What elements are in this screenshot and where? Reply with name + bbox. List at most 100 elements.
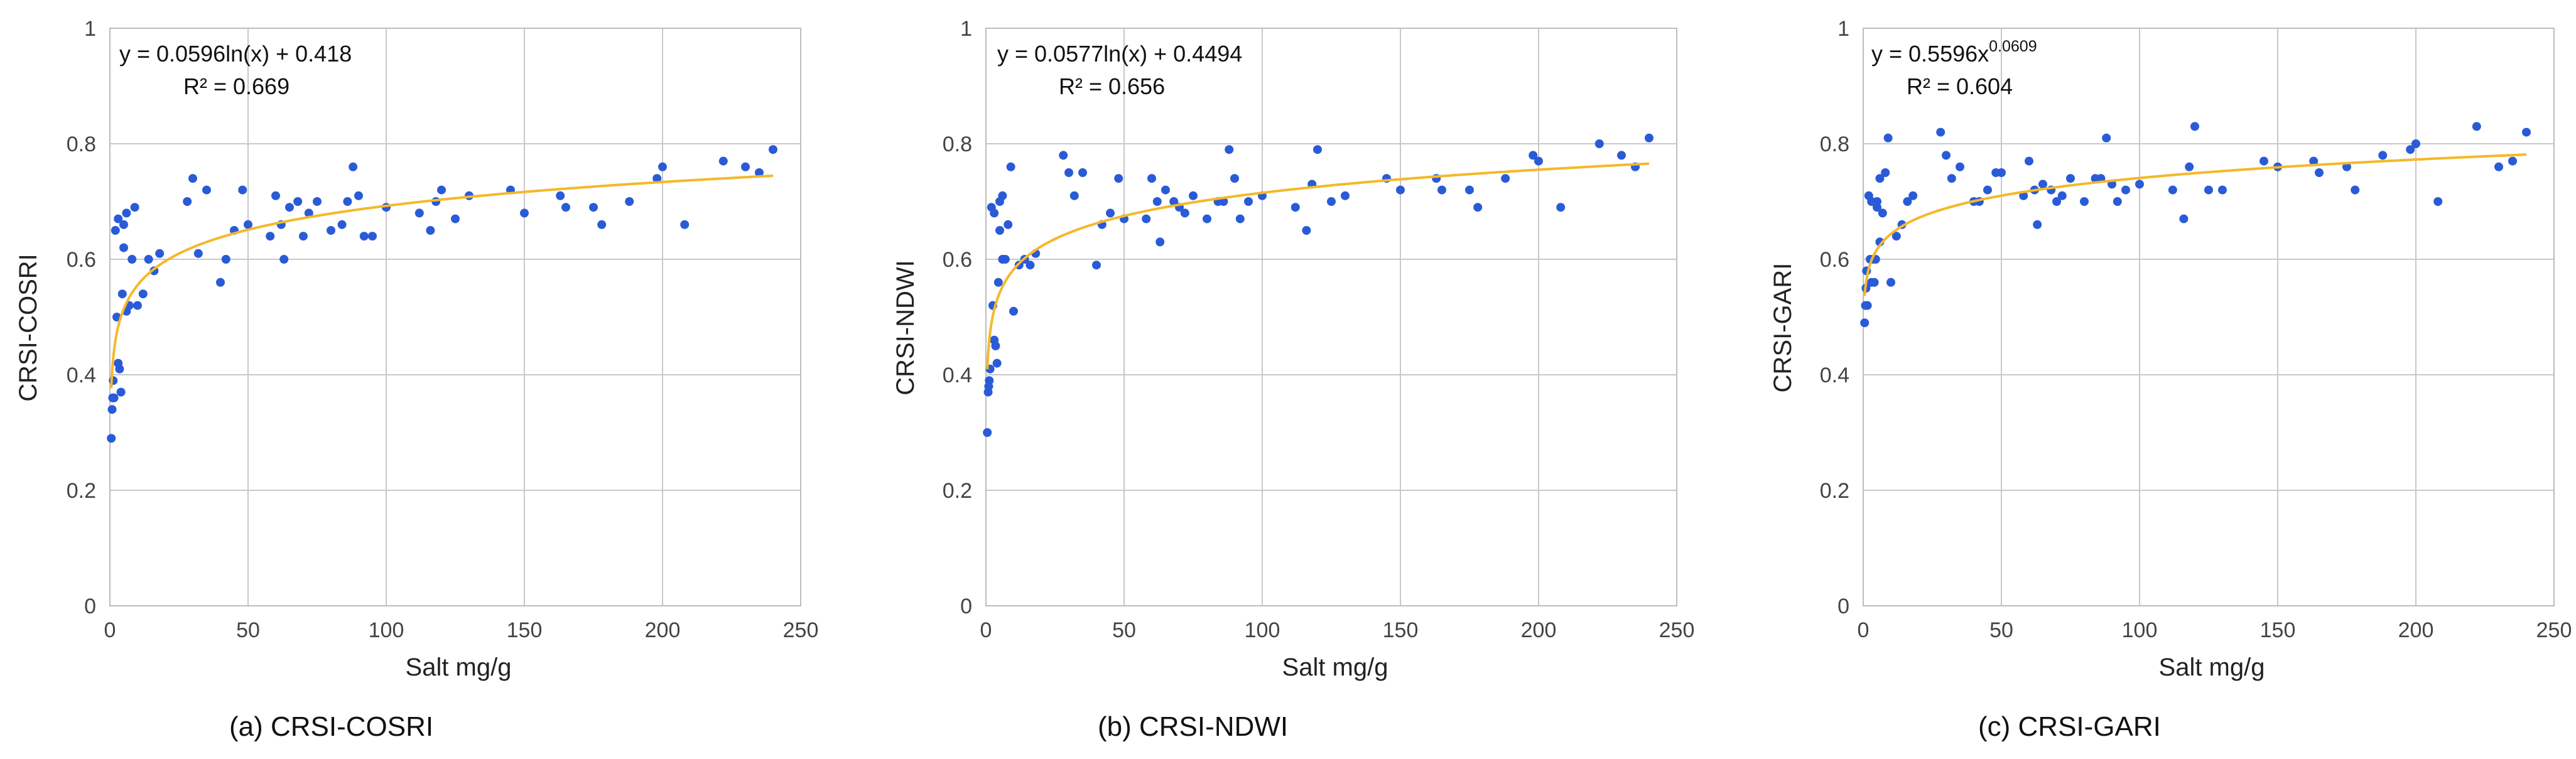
data-point-a-31 (238, 185, 247, 195)
data-point-a-10 (116, 387, 126, 397)
x-tick-label-b-0: 0 (980, 618, 992, 642)
data-point-b-48 (1244, 197, 1253, 206)
data-point-a-47 (359, 232, 369, 241)
y-tick-labels-c: 0 0.2 0.4 0.6 0.8 1 (1820, 17, 1849, 618)
data-point-a-57 (520, 208, 529, 218)
data-point-b-8 (990, 208, 999, 218)
data-point-a-67 (741, 162, 750, 171)
data-point-c-20 (1891, 232, 1901, 241)
frame-a (109, 28, 801, 606)
grid-c (1863, 28, 2555, 606)
plot-frame-c (1863, 28, 2555, 606)
caption-b: (b) CRSI-NDWI (1098, 711, 1288, 742)
x-tick-label-b-3: 150 (1383, 618, 1419, 642)
r-squared-c: R² = 0.604 (1907, 73, 2013, 99)
data-point-b-13 (995, 226, 1004, 235)
panel-b: 0 0.2 0.4 0.6 0.8 1 0 50 100 150 200 250 y = 0.057… (892, 17, 1694, 742)
data-point-a-24 (183, 197, 192, 206)
data-point-a-65 (680, 220, 690, 229)
data-point-c-19 (1886, 277, 1895, 287)
data-point-a-37 (285, 203, 294, 212)
grid-b (985, 28, 1677, 606)
data-point-b-65 (1556, 203, 1566, 212)
data-point-c-40 (2057, 191, 2067, 200)
equation-b: y = 0.0577ln(x) + 0.4494 (997, 41, 1242, 67)
data-point-c-65 (2433, 197, 2443, 206)
y-tick-label-b-2: 0.4 (943, 363, 972, 387)
data-point-c-47 (2113, 197, 2122, 206)
data-point-c-30 (1983, 185, 1992, 195)
data-point-a-68 (755, 168, 764, 177)
y-tick-label-a-3: 0.6 (67, 248, 96, 272)
data-point-a-48 (368, 232, 377, 241)
data-point-c-64 (2411, 139, 2420, 148)
x-tick-label-b-1: 50 (1112, 618, 1136, 642)
y-tick-label-a-5: 1 (84, 17, 96, 41)
data-point-c-56 (2259, 156, 2268, 166)
caption-c: (c) CRSI-GARI (1978, 711, 2161, 742)
data-point-b-57 (1396, 185, 1405, 195)
data-point-a-25 (188, 174, 197, 183)
data-point-a-32 (244, 220, 252, 229)
data-point-a-23 (155, 249, 165, 258)
x-tick-label-a-3: 150 (507, 618, 543, 642)
data-point-b-30 (1106, 208, 1115, 218)
data-point-a-34 (271, 191, 280, 200)
x-tick-label-b-5: 250 (1659, 618, 1695, 642)
data-point-b-22 (1026, 261, 1035, 270)
data-point-a-15 (122, 208, 131, 218)
data-point-c-24 (1936, 127, 1946, 137)
data-point-c-37 (2038, 180, 2047, 189)
y-tick-labels-a: 0 0.2 0.4 0.6 0.8 1 (67, 17, 96, 618)
y-tick-label-c-5: 1 (1837, 17, 1849, 41)
data-point-b-36 (1155, 237, 1165, 247)
data-point-c-0 (1860, 318, 1870, 328)
data-point-a-3 (109, 376, 118, 385)
data-point-b-19 (1009, 306, 1018, 316)
data-point-b-46 (1230, 174, 1239, 183)
x-tick-label-c-0: 0 (1858, 618, 1870, 642)
data-point-b-17 (1004, 220, 1013, 229)
data-point-a-26 (193, 249, 203, 258)
x-tick-label-b-4: 200 (1521, 618, 1557, 642)
equation-exponent-c: 0.0609 (1989, 38, 2037, 55)
x-tick-label-a-0: 0 (104, 618, 116, 642)
data-point-b-63 (1529, 151, 1538, 160)
data-point-b-15 (998, 191, 1007, 200)
x-tick-label-b-2: 100 (1245, 618, 1280, 642)
data-point-a-39 (299, 232, 308, 241)
data-point-c-69 (2522, 127, 2531, 137)
x-tick-label-a-5: 250 (783, 618, 819, 642)
data-point-a-4 (109, 393, 119, 402)
data-point-a-18 (130, 203, 139, 212)
y-axis-title-a: CRSI-COSRI (14, 254, 42, 402)
data-point-b-60 (1465, 185, 1474, 195)
data-point-b-18 (1006, 162, 1015, 171)
data-point-c-67 (2494, 162, 2503, 171)
data-point-a-51 (426, 226, 435, 235)
x-tick-label-a-1: 50 (236, 618, 260, 642)
points-a (107, 145, 777, 443)
data-point-a-60 (589, 203, 598, 212)
y-axis-title-c: CRSI-GARI (1769, 263, 1797, 393)
y-axis-title-b: CRSI-NDWI (892, 260, 919, 396)
data-point-c-54 (2204, 185, 2213, 195)
data-point-a-13 (119, 243, 128, 252)
equation-c: y = 0.5596x0.0609 (1871, 38, 2037, 67)
data-point-a-41 (313, 197, 322, 206)
x-tick-label-c-3: 150 (2260, 618, 2296, 642)
grid-a (109, 28, 801, 606)
data-point-a-29 (221, 255, 230, 264)
data-point-c-51 (2179, 214, 2189, 223)
data-point-c-53 (2190, 122, 2199, 131)
y-tick-label-b-5: 1 (960, 17, 972, 41)
data-point-a-12 (119, 220, 128, 229)
data-point-a-40 (304, 208, 313, 218)
data-point-a-44 (343, 197, 352, 206)
panel-c: 0 0.2 0.4 0.6 0.8 1 0 50 100 150 200 250 y = 0.559… (1769, 17, 2572, 742)
x-tick-labels-b: 0 50 100 150 200 250 (980, 618, 1695, 642)
data-point-c-55 (2218, 185, 2227, 195)
data-point-b-47 (1235, 214, 1245, 223)
trendline-b (986, 162, 1650, 370)
data-point-a-28 (216, 277, 225, 287)
